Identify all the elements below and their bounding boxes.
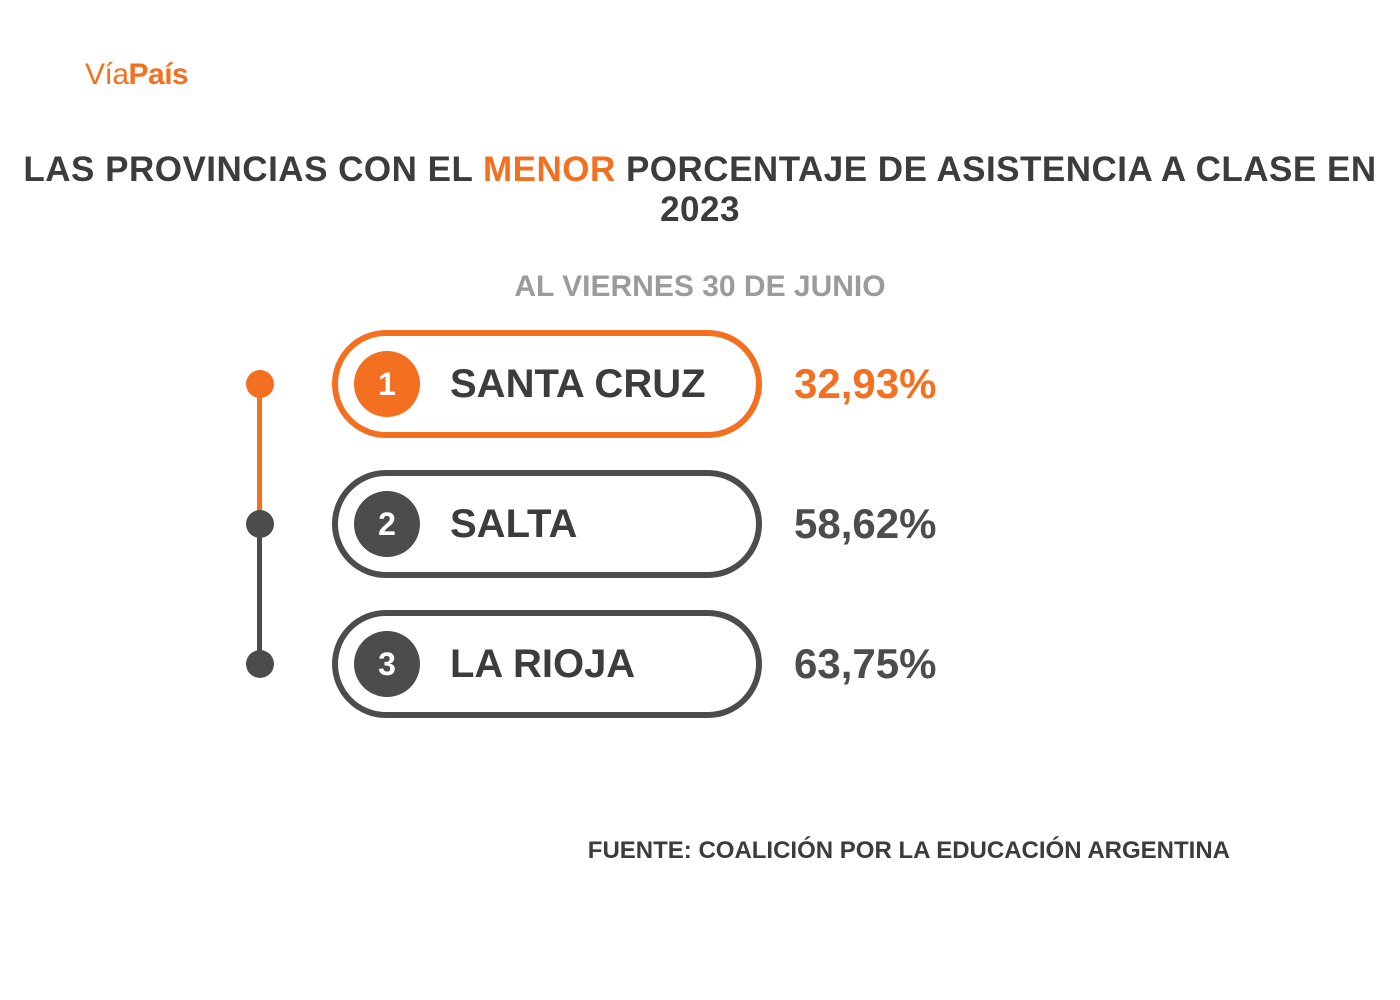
connector-segment xyxy=(257,384,262,524)
rank-circle: 1 xyxy=(354,351,420,417)
rank-circle: 3 xyxy=(354,631,420,697)
ranking-pill: 1 Santa Cruz xyxy=(332,330,762,438)
brand-part2: País xyxy=(129,58,189,91)
title-post: porcentaje de asistencia a clase en 2023 xyxy=(616,150,1377,229)
title-block: Las provincias con el menor porcentaje d… xyxy=(0,150,1400,304)
ranking-row: 3 La Rioja 63,75% xyxy=(332,610,936,718)
connector-segment xyxy=(257,524,262,664)
province-name: La Rioja xyxy=(450,642,635,687)
main-title: Las provincias con el menor porcentaje d… xyxy=(0,150,1400,230)
brand-part1: Vía xyxy=(85,58,129,91)
ranking-pill: 2 Salta xyxy=(332,470,762,578)
percentage-value: 63,75% xyxy=(794,640,936,688)
percentage-value: 32,93% xyxy=(794,360,936,408)
connector-dot xyxy=(246,510,274,538)
title-pre: Las provincias con el xyxy=(23,150,483,189)
connector-dot xyxy=(246,370,274,398)
rank-circle: 2 xyxy=(354,491,420,557)
percentage-value: 58,62% xyxy=(794,500,936,548)
subtitle: Al viernes 30 de junio xyxy=(0,270,1400,304)
source-text: Fuente: Coalición por la Educación Argen… xyxy=(588,837,1230,865)
province-name: Santa Cruz xyxy=(450,362,706,407)
brand-logo: VíaPaís xyxy=(85,58,188,92)
ranking-chart: 1 Santa Cruz 32,93% 2 Salta 58,62% 3 La Rioja 63… xyxy=(240,330,1160,740)
ranking-row: 2 Salta 58,62% xyxy=(332,470,936,578)
ranking-row: 1 Santa Cruz 32,93% xyxy=(332,330,936,438)
province-name: Salta xyxy=(450,502,577,547)
ranking-pill: 3 La Rioja xyxy=(332,610,762,718)
title-highlight: menor xyxy=(483,150,616,189)
connector-dot xyxy=(246,650,274,678)
